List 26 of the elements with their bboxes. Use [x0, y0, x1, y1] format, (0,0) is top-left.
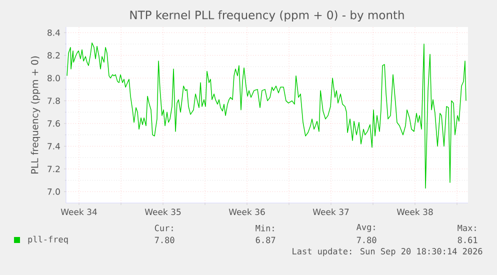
y-axis-title: PLL frequency (ppm + 0) [30, 56, 40, 174]
text: Max: [458, 224, 476, 232]
y-tick-label: 8.2 [48, 52, 60, 59]
legend-label: pll-freq [28, 236, 68, 244]
line-series [66, 42, 466, 189]
x-tick-label: Week 36 [228, 208, 265, 216]
chart-title: NTP kernel PLL frequency (ppm + 0) - by month [130, 10, 404, 22]
y-tick-label: 8.0 [48, 74, 60, 82]
x-tick-label: Week 38 [396, 208, 433, 216]
text: 7.80 [356, 236, 376, 244]
y-tick-label: 7.6 [48, 120, 60, 127]
text: Cur: [154, 224, 173, 232]
y-tick-label: 7.0 [48, 188, 60, 195]
x-tick-label: Week 35 [144, 208, 181, 216]
y-tick-label: 8.4 [48, 29, 60, 36]
text: 8.61 [458, 236, 478, 244]
y-tick-label: 7.8 [48, 98, 60, 104]
text: 6.87 [256, 236, 276, 244]
text: Avg: [356, 224, 375, 232]
y-tick-label: 7.2 [48, 166, 60, 172]
y-tick-label: 7.4 [48, 143, 60, 150]
text: 7.80 [154, 236, 174, 244]
x-tick-label: Week 34 [60, 208, 97, 216]
x-tick-label: Week 37 [312, 208, 349, 216]
text: Last update: Sun Sep 20 18:30:14 2026 [292, 248, 482, 256]
text: Min: [256, 224, 274, 232]
